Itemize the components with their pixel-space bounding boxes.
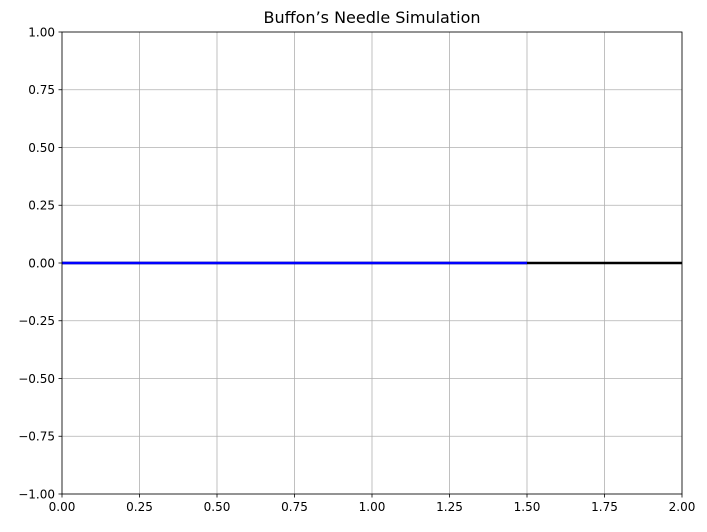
y-tick-label: 0.75	[28, 83, 55, 97]
x-tick-label: 1.75	[591, 500, 618, 514]
y-tick-label: −0.25	[18, 314, 55, 328]
y-tick-label: 0.25	[28, 199, 55, 213]
y-axis: −1.00 −0.75 −0.50 −0.25 0.00 0.25 0.50 0.75 1.00	[18, 25, 62, 501]
x-tick-label: 0.75	[281, 500, 308, 514]
y-tick-label: −0.50	[18, 372, 55, 386]
y-tick-label: −1.00	[18, 487, 55, 501]
y-tick-label: 0.50	[28, 141, 55, 155]
x-tick-label: 0.50	[204, 500, 231, 514]
x-tick-label: 1.00	[359, 500, 386, 514]
x-tick-label: 2.00	[669, 500, 696, 514]
x-tick-label: 1.25	[436, 500, 463, 514]
y-tick-label: 1.00	[28, 25, 55, 39]
x-axis: 0.00 0.25 0.50 0.75 1.00 1.25 1.50 1.75 2.00	[49, 494, 696, 514]
x-tick-label: 0.25	[126, 500, 153, 514]
x-tick-label: 1.50	[514, 500, 541, 514]
x-tick-label: 0.00	[49, 500, 76, 514]
y-tick-label: 0.00	[28, 256, 55, 270]
chart-title: Buffon’s Needle Simulation	[264, 8, 481, 27]
y-tick-label: −0.75	[18, 430, 55, 444]
